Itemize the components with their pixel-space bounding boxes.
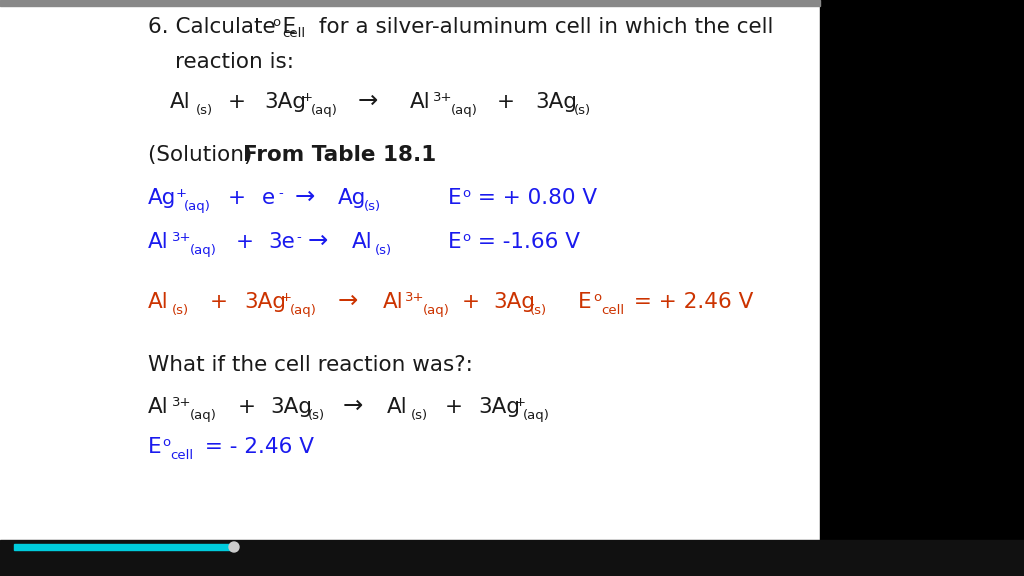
Text: (Solution): (Solution) bbox=[148, 145, 259, 165]
Text: +: + bbox=[462, 292, 480, 312]
Bar bbox=[14, 544, 234, 550]
Text: Al: Al bbox=[148, 292, 169, 312]
Text: 3+: 3+ bbox=[406, 291, 425, 304]
Text: Al: Al bbox=[148, 397, 169, 417]
Text: E: E bbox=[449, 232, 462, 252]
Text: (aq): (aq) bbox=[423, 304, 450, 317]
Text: →: → bbox=[308, 229, 329, 253]
Text: 3+: 3+ bbox=[172, 396, 191, 409]
Text: +: + bbox=[445, 397, 463, 417]
Text: cell: cell bbox=[282, 27, 305, 40]
Text: 3Ag: 3Ag bbox=[493, 292, 535, 312]
Text: E: E bbox=[449, 188, 462, 208]
Text: 3Ag: 3Ag bbox=[264, 92, 306, 112]
Text: E: E bbox=[148, 437, 162, 457]
Text: -: - bbox=[296, 231, 301, 244]
Bar bbox=[0, 0, 820, 6]
Text: = + 2.46 V: = + 2.46 V bbox=[627, 292, 754, 312]
Text: = -1.66 V: = -1.66 V bbox=[471, 232, 580, 252]
Text: (s): (s) bbox=[530, 304, 547, 317]
Text: cell: cell bbox=[170, 449, 194, 462]
Text: →: → bbox=[295, 185, 315, 209]
Bar bbox=[820, 0, 1024, 576]
Text: o: o bbox=[162, 436, 170, 449]
Text: (aq): (aq) bbox=[311, 104, 338, 117]
Text: Al: Al bbox=[387, 397, 408, 417]
Text: (aq): (aq) bbox=[184, 200, 211, 213]
Text: (aq): (aq) bbox=[190, 409, 217, 422]
Text: (s): (s) bbox=[308, 409, 326, 422]
Text: Al: Al bbox=[352, 232, 373, 252]
Text: →: → bbox=[343, 394, 364, 418]
Text: Al: Al bbox=[170, 92, 190, 112]
Text: 3Ag: 3Ag bbox=[535, 92, 577, 112]
Text: +: + bbox=[228, 188, 246, 208]
Text: 3+: 3+ bbox=[172, 231, 191, 244]
Text: +: + bbox=[238, 397, 256, 417]
Text: +: + bbox=[236, 232, 254, 252]
Text: Ag: Ag bbox=[148, 188, 176, 208]
Text: (aq): (aq) bbox=[290, 304, 316, 317]
Text: Ag: Ag bbox=[338, 188, 367, 208]
Text: +: + bbox=[228, 92, 246, 112]
Text: o: o bbox=[593, 291, 601, 304]
Text: (s): (s) bbox=[172, 304, 189, 317]
Text: Al: Al bbox=[383, 292, 403, 312]
Text: (aq): (aq) bbox=[190, 244, 217, 257]
Text: +: + bbox=[497, 92, 515, 112]
Text: Al: Al bbox=[410, 92, 431, 112]
Text: E: E bbox=[578, 292, 592, 312]
Text: 3Ag: 3Ag bbox=[244, 292, 286, 312]
Text: +: + bbox=[281, 291, 292, 304]
Text: o: o bbox=[462, 231, 470, 244]
Text: 3+: 3+ bbox=[433, 91, 453, 104]
Text: (s): (s) bbox=[411, 409, 428, 422]
Text: 6. Calculate E: 6. Calculate E bbox=[148, 17, 296, 37]
Text: From Table 18.1: From Table 18.1 bbox=[243, 145, 436, 165]
Text: reaction is:: reaction is: bbox=[175, 52, 294, 72]
Text: o: o bbox=[272, 16, 281, 29]
Text: →: → bbox=[358, 89, 379, 113]
Circle shape bbox=[229, 542, 239, 552]
Text: 3Ag: 3Ag bbox=[270, 397, 312, 417]
Text: (aq): (aq) bbox=[523, 409, 550, 422]
Text: (s): (s) bbox=[196, 104, 213, 117]
Text: = - 2.46 V: = - 2.46 V bbox=[198, 437, 314, 457]
Text: = + 0.80 V: = + 0.80 V bbox=[471, 188, 597, 208]
Text: →: → bbox=[338, 289, 358, 313]
Text: Al: Al bbox=[148, 232, 169, 252]
Text: (s): (s) bbox=[364, 200, 381, 213]
Text: e: e bbox=[262, 188, 275, 208]
Text: 3e: 3e bbox=[268, 232, 295, 252]
Text: +: + bbox=[302, 91, 313, 104]
Text: o: o bbox=[462, 187, 470, 200]
Text: 3Ag: 3Ag bbox=[478, 397, 520, 417]
Text: -: - bbox=[278, 187, 283, 200]
Text: +: + bbox=[176, 187, 187, 200]
Text: +: + bbox=[210, 292, 228, 312]
Text: (aq): (aq) bbox=[451, 104, 478, 117]
Bar bbox=[0, 540, 1024, 576]
Text: +: + bbox=[515, 396, 526, 409]
Text: cell: cell bbox=[601, 304, 624, 317]
Text: (s): (s) bbox=[574, 104, 591, 117]
Text: for a silver-aluminum cell in which the cell: for a silver-aluminum cell in which the … bbox=[312, 17, 773, 37]
Text: What if the cell reaction was?:: What if the cell reaction was?: bbox=[148, 355, 473, 375]
Text: (s): (s) bbox=[375, 244, 392, 257]
